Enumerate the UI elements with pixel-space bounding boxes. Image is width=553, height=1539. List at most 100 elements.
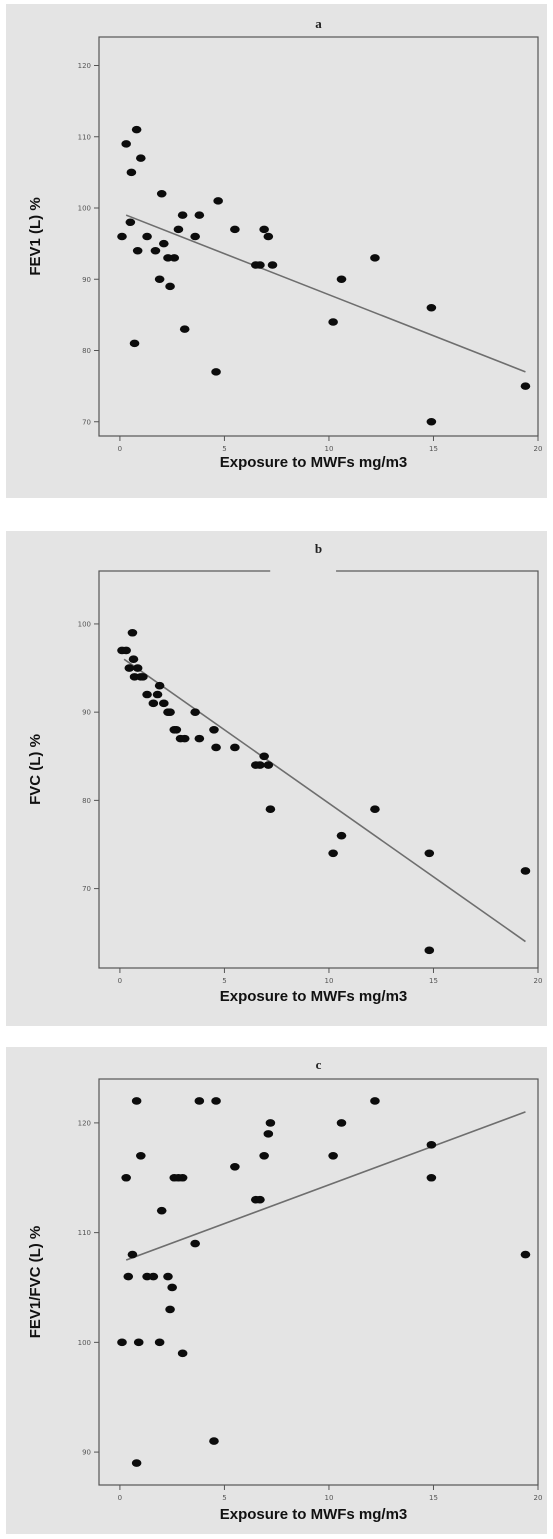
chart-title: a xyxy=(315,16,322,31)
data-point xyxy=(169,254,180,262)
data-point xyxy=(259,752,269,761)
data-point xyxy=(165,1305,175,1314)
plot-area xyxy=(98,36,539,437)
data-point xyxy=(328,318,338,326)
data-point xyxy=(426,303,437,312)
data-point xyxy=(173,225,184,234)
y-axis-title: FEV1/FVC (L) % xyxy=(27,1226,44,1339)
data-point xyxy=(126,168,137,177)
data-point xyxy=(127,1250,138,1259)
data-point xyxy=(131,1097,142,1105)
data-point xyxy=(520,1250,531,1259)
data-point xyxy=(194,734,205,743)
y-tick-label: 110 xyxy=(78,1229,91,1237)
data-point xyxy=(154,681,165,690)
data-point xyxy=(154,275,165,284)
data-point xyxy=(159,699,169,708)
data-point xyxy=(121,646,131,655)
data-point xyxy=(125,218,136,227)
data-point xyxy=(263,232,274,241)
data-point xyxy=(136,154,146,162)
data-point xyxy=(190,1239,200,1248)
data-point xyxy=(328,849,338,858)
regression-line xyxy=(125,1111,526,1261)
x-tick-label: 15 xyxy=(429,1494,438,1502)
data-point xyxy=(121,1173,131,1182)
data-point xyxy=(255,761,265,769)
data-point xyxy=(154,1338,165,1347)
regression-line xyxy=(123,658,526,943)
x-tick-label: 0 xyxy=(118,445,122,453)
data-point xyxy=(520,382,531,390)
data-point xyxy=(159,239,169,248)
data-point xyxy=(127,628,138,637)
data-point xyxy=(171,726,182,734)
x-axis-title: Exposure to MWFs mg/m3 xyxy=(220,1506,408,1523)
plot-area xyxy=(98,570,539,969)
data-point xyxy=(150,246,161,255)
x-tick-label: 5 xyxy=(222,1494,226,1502)
data-point xyxy=(124,664,135,672)
data-point xyxy=(128,655,139,664)
data-point xyxy=(211,1097,221,1105)
data-point xyxy=(131,125,142,134)
data-point xyxy=(426,417,437,426)
y-tick-label: 70 xyxy=(82,418,91,426)
y-tick-label: 100 xyxy=(78,620,91,628)
x-axis-title: Exposure to MWFs mg/m3 xyxy=(220,454,408,471)
scatter-chart-a: a 0 5 10 15 20 70 80 90 100 110 120 Exposure to MWFs… xyxy=(27,16,543,471)
data-point xyxy=(165,708,175,716)
x-tick-label: 20 xyxy=(534,977,543,985)
x-tick-label: 0 xyxy=(118,977,122,985)
data-point xyxy=(520,867,531,875)
data-point xyxy=(163,1272,173,1281)
data-point xyxy=(136,1152,146,1160)
data-point xyxy=(209,726,219,734)
data-point xyxy=(265,1119,276,1127)
y-tick-label: 90 xyxy=(82,276,91,284)
data-point xyxy=(148,1272,159,1281)
data-point xyxy=(129,339,140,348)
data-point xyxy=(167,1283,177,1292)
y-tick-label: 70 xyxy=(82,885,91,893)
data-point xyxy=(138,673,148,681)
data-point xyxy=(263,761,274,769)
x-tick-label: 10 xyxy=(324,445,333,453)
data-point xyxy=(265,805,276,813)
data-point xyxy=(336,831,347,840)
data-point xyxy=(263,1130,274,1138)
chart-title: b xyxy=(315,541,322,556)
data-point xyxy=(117,1338,127,1347)
y-axis-title: FEV1 (L) % xyxy=(27,197,44,275)
data-point xyxy=(179,325,190,333)
data-point xyxy=(328,1152,338,1160)
x-axis-title: Exposure to MWFs mg/m3 xyxy=(220,988,408,1005)
x-tick-label: 10 xyxy=(324,1494,333,1502)
y-tick-label: 80 xyxy=(82,347,91,355)
y-tick-label: 90 xyxy=(82,1449,91,1457)
x-tick-label: 15 xyxy=(429,977,438,985)
data-point xyxy=(370,1097,380,1105)
x-tick-label: 20 xyxy=(534,445,543,453)
scatter-chart-c: c 0 5 10 15 20 90 100 110 120 Exposure to MWFs mg/… xyxy=(27,1057,542,1523)
plot-area xyxy=(98,1078,539,1486)
data-point xyxy=(152,690,163,699)
data-point xyxy=(142,690,152,699)
data-point xyxy=(165,282,175,291)
x-tick-label: 10 xyxy=(324,977,333,985)
chart-panel-b: b 0 5 10 15 20 70 80 90 100 Exposure to MWFs mg/m3… xyxy=(6,531,547,1026)
data-point xyxy=(255,261,265,269)
data-point xyxy=(424,849,435,858)
data-point xyxy=(142,232,152,241)
data-point xyxy=(267,261,278,269)
y-tick-label: 110 xyxy=(78,133,91,141)
data-point xyxy=(132,664,143,672)
x-tick-label: 15 xyxy=(429,445,438,453)
data-point xyxy=(131,1459,142,1467)
x-tick-label: 5 xyxy=(222,445,226,453)
data-point xyxy=(194,1097,205,1105)
data-point xyxy=(259,1152,269,1160)
x-tick-label: 0 xyxy=(118,1494,122,1502)
data-point xyxy=(211,368,221,376)
data-point xyxy=(259,225,269,234)
